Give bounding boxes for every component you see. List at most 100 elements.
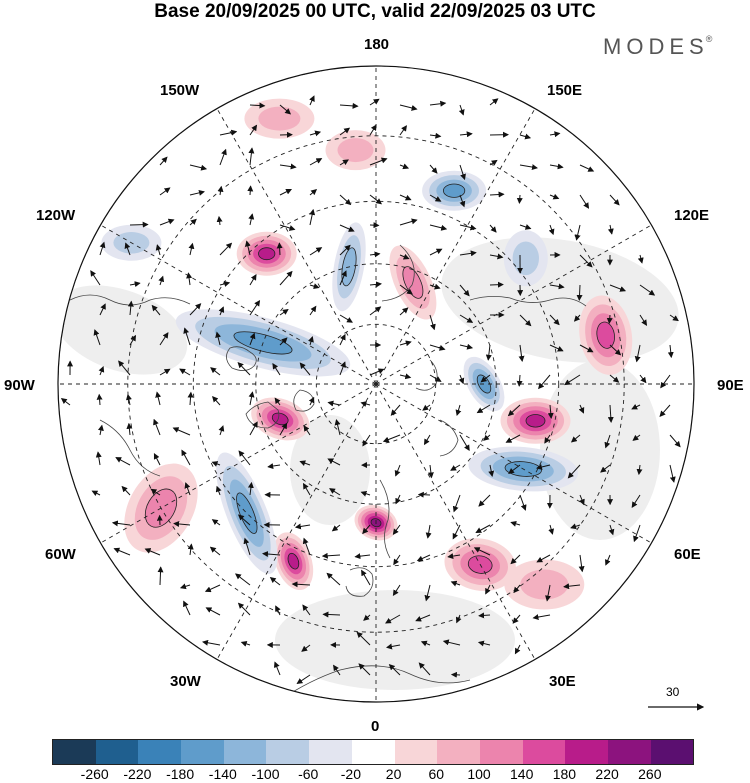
wind-vector (637, 254, 644, 264)
wind-vector (96, 393, 103, 406)
colorbar-swatch (479, 740, 523, 764)
chart-title: Base 20/09/2025 00 UTC, valid 22/09/2025… (154, 1, 596, 22)
wind-vector (455, 614, 462, 624)
wind-vector (91, 490, 101, 497)
wind-vector (639, 314, 648, 326)
anomaly-contour (596, 321, 615, 349)
wind-vector (188, 242, 195, 256)
coast-segment (226, 346, 257, 371)
wind-vector (329, 488, 341, 496)
wind-vector (309, 305, 317, 316)
coast-segment (469, 296, 587, 307)
wind-vector (327, 458, 341, 466)
wind-vector (606, 314, 613, 324)
wind-vector (578, 554, 585, 573)
anomaly-contour (512, 241, 539, 276)
wind-vector (429, 248, 443, 256)
map-border (57, 65, 695, 703)
label-lon-30e: 30E (549, 673, 576, 690)
wind-vector (249, 299, 261, 316)
wind-vector (111, 520, 131, 527)
wind-vector (308, 396, 315, 406)
wind-vector (519, 164, 538, 171)
wind-vector (636, 464, 643, 476)
meridian (100, 224, 377, 385)
wind-vector (99, 241, 106, 256)
wind-vector (576, 284, 583, 301)
wind-vector (425, 524, 432, 539)
colorbar-tick-label: -140 (208, 766, 237, 782)
wind-vector (244, 240, 251, 256)
wind-vector (279, 104, 292, 115)
wind-vector (476, 404, 491, 414)
wind-vector (369, 124, 377, 136)
wind-vector (113, 547, 131, 556)
wind-vector (399, 284, 413, 295)
wind-vector (93, 329, 101, 346)
wind-vector (536, 554, 551, 563)
wind-vector (126, 422, 133, 436)
wind-vector (216, 215, 223, 226)
wind-vector (279, 163, 297, 170)
wind-vector (249, 124, 258, 136)
wind-vector (339, 270, 347, 286)
wind-vector (399, 307, 409, 316)
wind-vector (309, 130, 322, 137)
meridian (375, 108, 536, 385)
wind-vector (548, 224, 555, 236)
label-lon-150w: 150W (160, 82, 200, 99)
wind-vector (179, 368, 191, 376)
wind-vector (429, 164, 438, 174)
wind-vector (480, 374, 491, 383)
wind-vector (115, 457, 131, 466)
wind-vector (129, 281, 141, 288)
wind-vector (478, 612, 491, 619)
wind-vector (279, 188, 292, 196)
wind-vector (570, 523, 581, 530)
wind-vector (159, 332, 169, 346)
wind-vector (452, 494, 461, 513)
coast-segment (345, 567, 374, 597)
wind-vector (210, 367, 221, 376)
colorbar-tick-label: -180 (166, 766, 195, 782)
wind-vector (183, 327, 191, 346)
wind-vector (369, 251, 381, 258)
wind-vector (334, 419, 341, 436)
wind-vector (485, 584, 491, 595)
wind-vector (124, 242, 131, 256)
wind-vector (183, 600, 191, 616)
wind-vector (574, 224, 581, 241)
wind-vector (564, 374, 581, 386)
wind-vector (127, 300, 134, 316)
wind-vector (510, 520, 521, 527)
wind-vector (98, 365, 105, 376)
wind-vector (424, 584, 431, 602)
wind-vector (549, 283, 565, 290)
wind-vector (302, 537, 311, 556)
wind-vector (600, 464, 611, 473)
wind-vector (633, 524, 641, 543)
wind-vector (248, 147, 255, 166)
wind-vector (604, 434, 611, 449)
wind-vector (429, 132, 442, 139)
meridian (216, 108, 377, 385)
wind-vector (386, 643, 401, 650)
wind-vector (212, 396, 221, 406)
colorbar-tick-label: -60 (298, 766, 319, 782)
land-shade (540, 360, 660, 540)
wind-vector (150, 488, 161, 496)
wind-vector (450, 464, 461, 471)
wind-vector (429, 100, 447, 107)
wind-vector (429, 314, 436, 331)
wind-vector (459, 224, 477, 231)
wind-vector (215, 331, 222, 346)
coast-segment (379, 479, 391, 559)
wind-vector (609, 284, 627, 292)
wind-vector (669, 464, 676, 483)
wind-vector (129, 221, 149, 228)
wind-vector (237, 602, 251, 616)
wind-vector (388, 663, 401, 676)
wind-vector (607, 224, 614, 235)
wind-vector (450, 671, 461, 678)
wind-vector (90, 270, 101, 286)
